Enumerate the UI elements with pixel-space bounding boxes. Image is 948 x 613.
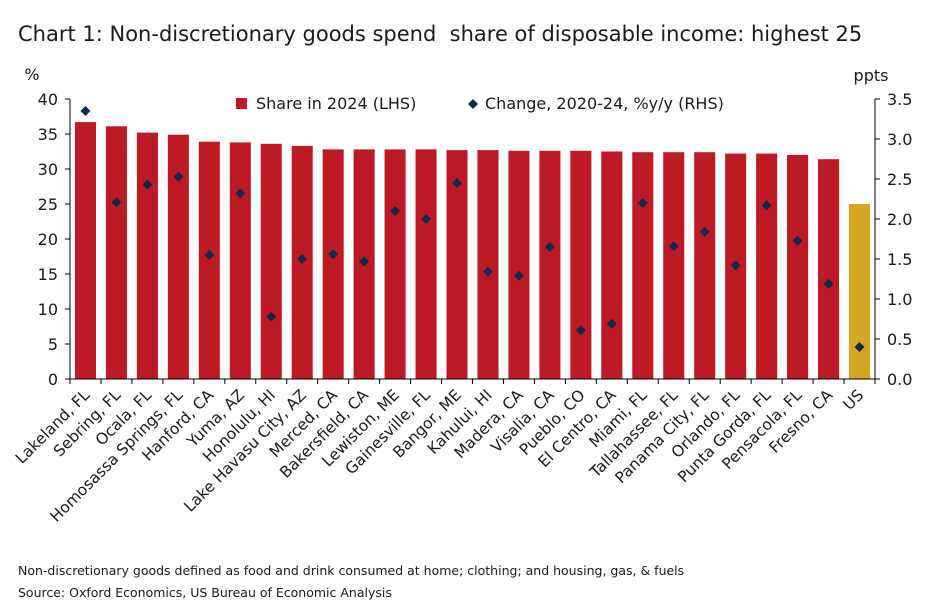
right-axis-unit: ppts [854, 66, 889, 85]
marker [421, 214, 432, 224]
bar [229, 142, 251, 379]
right-tick-label: 1.0 [887, 290, 912, 309]
bar-series [74, 122, 871, 379]
marker [854, 342, 865, 352]
right-axis: 0.0 0.5 1.0 1.5 2.0 2.5 3.0 3.5 ppts [854, 66, 913, 389]
left-tick-label: 5 [48, 335, 58, 354]
marker [699, 226, 710, 237]
right-tick-label: 2.0 [887, 210, 912, 229]
bar [508, 150, 530, 379]
category-label: US [840, 386, 868, 414]
left-tick-label: 25 [38, 195, 58, 214]
bar [384, 149, 406, 379]
bar [848, 204, 871, 379]
marker [359, 256, 370, 267]
marker [761, 200, 772, 211]
right-tick-label: 0.0 [887, 370, 912, 389]
left-tick-label: 0 [48, 370, 58, 389]
bar [539, 150, 561, 379]
right-tick-label: 2.5 [887, 170, 912, 189]
bar [632, 152, 654, 379]
marker [637, 198, 648, 208]
bar [446, 150, 468, 379]
bar [818, 159, 840, 379]
bar [694, 152, 716, 379]
left-tick-label: 40 [38, 90, 58, 109]
bar [198, 141, 220, 379]
bar [260, 143, 282, 379]
bar [477, 150, 499, 379]
left-tick-label: 20 [38, 230, 58, 249]
bar [167, 134, 189, 379]
marker [390, 206, 401, 216]
marker [111, 197, 122, 208]
bar [570, 150, 592, 379]
bar [787, 155, 809, 379]
bar [756, 153, 778, 379]
marker [266, 311, 277, 322]
marker [452, 178, 463, 188]
legend: Share in 2024 (LHS) Change, 2020-24, %y/y… [236, 94, 724, 113]
footnote-definition: Non-discretionary goods defined as food … [18, 563, 685, 578]
legend-swatch-marker [468, 99, 478, 109]
marker [668, 241, 679, 252]
marker [575, 325, 586, 336]
marker [482, 266, 493, 277]
bar [601, 151, 623, 379]
right-tick-label: 1.5 [887, 250, 912, 269]
right-tick-label: 3.5 [887, 90, 912, 109]
legend-swatch-bar [236, 98, 247, 109]
bar [136, 132, 158, 379]
marker [204, 250, 215, 260]
marker-series [80, 106, 865, 352]
bar [74, 122, 97, 379]
marker [823, 278, 834, 289]
bar [663, 152, 685, 379]
left-tick-label: 15 [38, 265, 58, 284]
marker [606, 318, 617, 329]
chart-title: Chart 1: Non-discretionary goods spend s… [18, 22, 863, 46]
marker [730, 260, 741, 271]
left-tick-label: 30 [38, 160, 58, 179]
bar [322, 149, 344, 379]
right-tick-label: 3.0 [887, 130, 912, 149]
marker [792, 235, 803, 246]
marker [80, 106, 91, 116]
bar [105, 126, 127, 379]
legend-label-bar: Share in 2024 (LHS) [256, 94, 416, 113]
bar [415, 149, 437, 379]
legend-label-marker: Change, 2020-24, %y/y (RHS) [485, 94, 724, 113]
marker [142, 179, 153, 190]
marker [235, 188, 246, 199]
left-axis-unit: % [24, 65, 39, 84]
right-tick-label: 0.5 [887, 330, 912, 349]
marker [173, 171, 184, 182]
left-tick-label: 35 [38, 125, 58, 144]
marker [513, 270, 524, 281]
marker [297, 254, 308, 264]
left-tick-label: 10 [38, 300, 58, 319]
marker [544, 242, 555, 252]
footnote-source: Source: Oxford Economics, US Bureau of E… [18, 585, 392, 600]
chart: 0 5 10 15 20 25 30 35 40% 0.0 0.5 1.0 1.5 2.0 2.5 3.0 3… [12, 65, 913, 526]
marker [328, 249, 339, 260]
left-axis: 0 5 10 15 20 25 30 35 40% [24, 65, 71, 389]
